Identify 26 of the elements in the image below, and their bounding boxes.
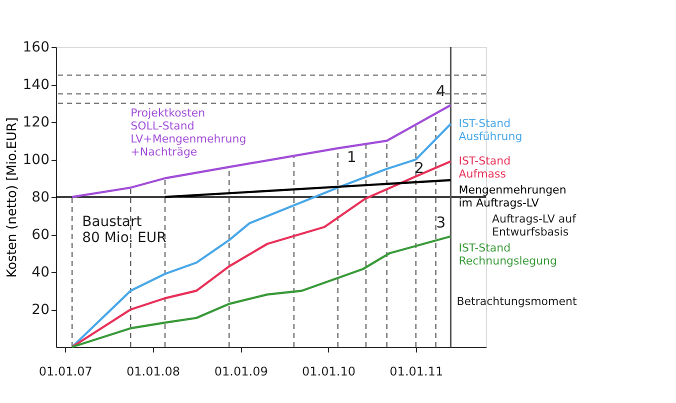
y-tick-label: 100: [22, 152, 50, 168]
y-tick-label: 60: [32, 227, 50, 243]
y-tick-label: 140: [22, 77, 50, 93]
x-tick-label: 01.01.09: [214, 364, 268, 378]
annotation: 1: [346, 148, 356, 166]
ref-line-label: Betrachtungsmoment: [456, 295, 578, 308]
x-tick-label: 01.01.11: [390, 364, 444, 378]
series-label: IST-Stand Aufmass: [458, 154, 511, 180]
series-label: Projektkosten SOLL-Stand LV+Mengenmehrung +Nachträge: [130, 106, 246, 159]
y-tick-label: 40: [32, 264, 50, 280]
series-label: IST-Stand Rechnungslegung: [458, 241, 558, 268]
y-tick-label: 80: [32, 190, 50, 206]
y-axis-title: Kosten (netto) [Mio.EUR]: [4, 117, 20, 278]
annotation: 3: [436, 213, 446, 232]
annotation: 2: [414, 159, 424, 177]
y-tick-label: 160: [22, 40, 50, 56]
x-tick-label: 01.01.08: [126, 364, 180, 378]
annotation: Baustart 80 Mio. EUR: [82, 214, 167, 246]
annotation: 4: [436, 82, 446, 100]
series-label: IST-Stand Ausführung: [458, 116, 522, 143]
y-tick-label: 120: [22, 114, 50, 130]
y-tick-label: 20: [32, 302, 50, 318]
series-label: Mengenmehrungen im Auftrags-LV: [458, 183, 566, 210]
x-tick-label: 01.01.07: [38, 364, 92, 378]
ref-line-label: Auftrags-LV auf Entwurfsbasis: [492, 212, 578, 238]
x-tick-label: 01.01.10: [302, 364, 356, 378]
